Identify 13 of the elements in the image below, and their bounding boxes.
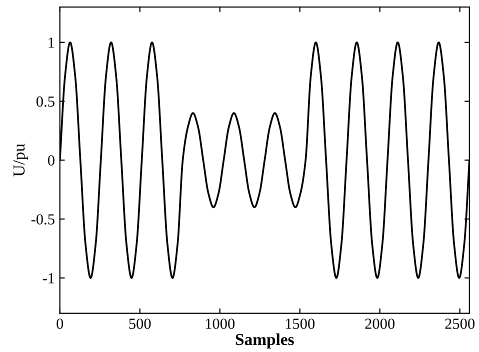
x-axis-title: Samples (236, 333, 294, 348)
x-tick-label: 0 (56, 318, 64, 329)
y-tick-label: 0 (48, 155, 54, 166)
x-tick-label: 2500 (445, 318, 475, 329)
y-tick-label: 0.5 (36, 96, 54, 107)
x-tick-label: 2000 (365, 318, 395, 329)
y-tick-label: 1 (48, 38, 54, 48)
y-tick-label: -1 (42, 273, 54, 284)
x-tick-label: 1000 (206, 318, 235, 329)
x-tick-label: 1500 (286, 318, 315, 329)
x-tick-label: 500 (129, 318, 151, 329)
y-tick-label: -0.5 (31, 214, 54, 225)
y-axis-title: U/pu (14, 144, 28, 176)
